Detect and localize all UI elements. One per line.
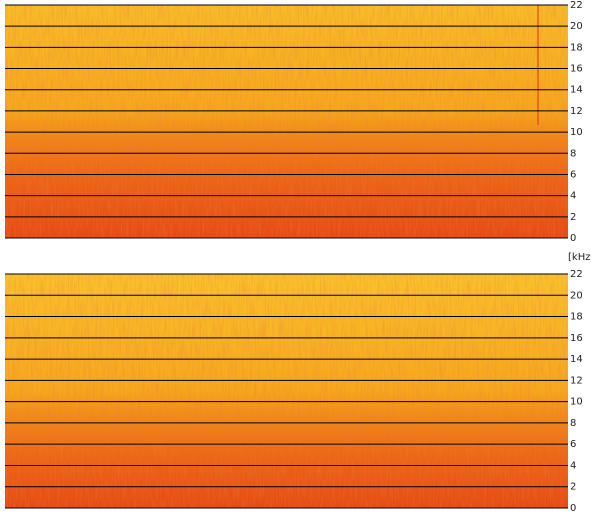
y-tick-label: 6 — [570, 169, 576, 180]
y-tick-label: 16 — [570, 333, 583, 344]
y-tick-label: 12 — [570, 106, 583, 117]
spectrogram-texture — [5, 274, 568, 508]
panel-top — [5, 5, 568, 238]
y-tick-label: 20 — [570, 21, 583, 32]
y-tick-label: 0 — [570, 503, 576, 514]
y-tick-label: 14 — [570, 85, 583, 96]
y-tick-label: 4 — [570, 191, 576, 202]
y-tick-label: 2 — [570, 482, 576, 493]
y-tick-label: 10 — [570, 127, 583, 138]
y-tick-label: 16 — [570, 64, 583, 75]
y-tick-label: 20 — [570, 290, 583, 301]
y-tick-label: 12 — [570, 375, 583, 386]
y-tick-label: 22 — [570, 0, 583, 11]
y-tick-label: 18 — [570, 312, 583, 323]
y-axis-label: [kHz] — [568, 252, 591, 263]
y-tick-label: 8 — [570, 148, 576, 159]
spectrogram-texture — [5, 5, 568, 238]
panel-bottom — [5, 274, 568, 508]
y-tick-label: 18 — [570, 42, 583, 53]
y-tick-label: 8 — [570, 418, 576, 429]
y-tick-label: 22 — [570, 269, 583, 280]
y-tick-label: 6 — [570, 439, 576, 450]
y-tick-label: 2 — [570, 212, 576, 223]
y-tick-label: 0 — [570, 233, 576, 244]
y-tick-label: 14 — [570, 354, 583, 365]
y-tick-label: 4 — [570, 460, 576, 471]
y-tick-label: 10 — [570, 397, 583, 408]
